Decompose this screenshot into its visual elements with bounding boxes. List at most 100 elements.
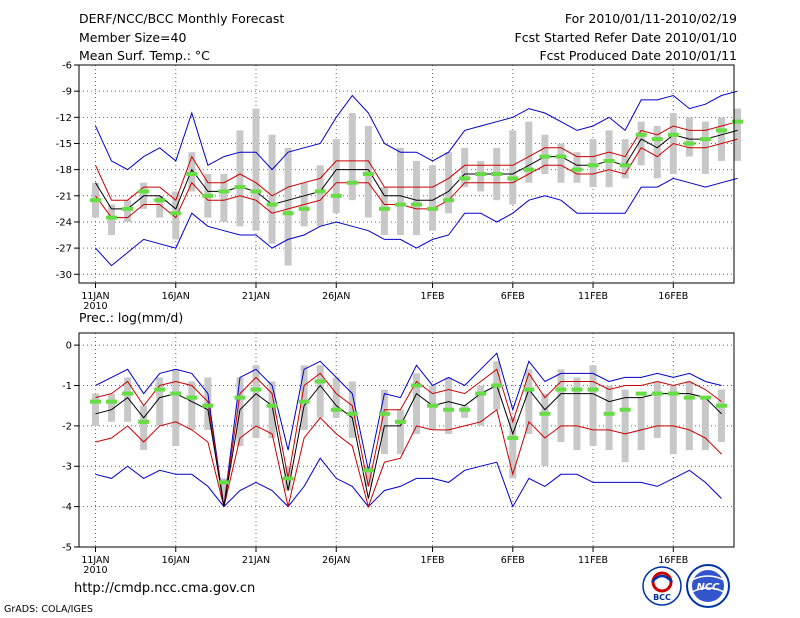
temp-y-tick-label: -12 [56, 113, 72, 124]
ncc-logo-text: NCC [696, 582, 720, 593]
temp-x-tick-label: 16FEB [658, 291, 688, 302]
temp-spread-box [380, 187, 388, 236]
temp-spread-box [621, 139, 629, 179]
prec-control-marker [362, 468, 374, 473]
prec-x-tick-label: 11JAN [81, 555, 109, 566]
temp-control-marker [411, 202, 422, 207]
bcc-logo-text: BCC [653, 593, 671, 602]
prec-control-marker [186, 395, 198, 400]
prec-control-marker [250, 387, 262, 392]
prec-spread-box [252, 365, 260, 438]
temp-spread-box [557, 143, 565, 183]
prec-spread-box [300, 365, 308, 430]
prec-panel-title: Prec.: log(mm/d) [79, 310, 183, 325]
temp-spread-box [172, 191, 180, 240]
precipitation-panel: Prec.: log(mm/d) 11JAN 16JAN 21JAN 26JAN 1FEB… [62, 310, 735, 576]
temp-x-tick-label: 11JAN [81, 291, 109, 302]
prec-control-marker [539, 411, 551, 416]
prec-x-tick-label: 1FEB [421, 555, 445, 566]
prec-spread-box [461, 405, 469, 418]
temperature-panel: 11JAN 16JAN 21JAN 26JAN 1FEB 6FEB 11FEB 16FEB 20… [56, 61, 743, 312]
temp-spread-box [348, 112, 356, 201]
temp-spread-box [252, 108, 260, 231]
temp-control-marker [170, 211, 182, 216]
temp-control-marker [378, 206, 390, 211]
prec-control-marker [619, 407, 631, 412]
prec-control-marker [427, 403, 439, 408]
prec-y-tick-label: -1 [62, 381, 72, 392]
prec-control-marker [635, 391, 647, 396]
prec-spread-box [316, 365, 324, 418]
temp-x-year-label: 2010 [83, 301, 107, 312]
prec-control-marker [475, 391, 487, 396]
temp-control-marker [539, 154, 551, 159]
source-url[interactable]: http://cmdp.ncc.cma.gov.cn [74, 581, 256, 596]
prec-spread-box [717, 389, 725, 443]
prec-spread-box [220, 478, 228, 499]
prec-control-marker [122, 391, 134, 396]
temp-upper-quartile-line [95, 121, 738, 202]
temp-control-marker [683, 141, 695, 146]
prec-control-marker [699, 395, 711, 400]
temp-mean-line [95, 129, 738, 210]
start-date: Fcst Started Refer Date 2010/01/10 [514, 30, 738, 45]
prec-x-tick-label: 26JAN [322, 555, 350, 566]
prec-x-tick-label: 21JAN [242, 555, 270, 566]
prec-control-marker [715, 403, 727, 408]
temp-control-marker [346, 180, 358, 185]
temp-x-tick-label: 16JAN [162, 291, 190, 302]
prec-control-marker [330, 407, 342, 412]
temp-control-marker [266, 202, 278, 207]
temp-control-marker [459, 176, 471, 181]
temp-y-tick-label: -27 [56, 244, 72, 255]
prec-control-marker [106, 399, 118, 404]
temp-control-marker [90, 198, 101, 203]
prec-control-marker [443, 407, 455, 412]
prec-control-marker [154, 387, 166, 392]
prec-spread-box [573, 377, 581, 451]
prec-control-marker [491, 383, 503, 388]
temp-spread-box [685, 117, 693, 157]
logos: BCC NCC [642, 564, 730, 608]
temp-control-marker [635, 132, 647, 137]
title-line3: Mean Surf. Temp.: °C [79, 48, 210, 63]
prec-spread-box [477, 385, 485, 426]
prec-control-marker [170, 391, 182, 396]
temp-spread-box [509, 130, 517, 205]
temp-spread-box [461, 147, 469, 188]
temp-spread-box [396, 147, 404, 236]
prec-spread-box [124, 377, 132, 422]
prec-control-marker [218, 480, 230, 485]
prec-upper-quartile-line [95, 368, 722, 507]
prec-control-marker [571, 387, 583, 392]
prec-plot-frame [78, 332, 735, 548]
temp-control-marker [699, 137, 711, 142]
temp-control-marker [234, 185, 246, 190]
temp-spread-box [332, 139, 340, 214]
temp-spread-box [734, 108, 741, 161]
temp-spread-box [541, 134, 549, 174]
prec-control-marker [298, 399, 310, 404]
temp-spread-box [124, 200, 132, 222]
temp-control-marker [555, 154, 567, 159]
temp-spread-box [605, 130, 613, 188]
title-line2: Member Size=40 [79, 30, 187, 45]
prec-control-marker [507, 435, 519, 440]
title-line1: DERF/NCC/BCC Monthly Forecast [79, 11, 285, 26]
temp-control-marker [651, 137, 663, 142]
prec-x-tick-label: 6FEB [501, 555, 525, 566]
prec-spread-box [172, 369, 180, 447]
temp-control-marker [507, 176, 519, 181]
temp-y-tick-label: -18 [56, 165, 72, 176]
prec-spread-box [637, 397, 645, 451]
prec-spread-box [541, 393, 549, 467]
prec-x-tick-label: 16FEB [658, 555, 688, 566]
prec-control-marker [138, 419, 150, 424]
temp-control-marker [619, 163, 631, 168]
temp-spread-box [236, 130, 244, 227]
ncc-logo: NCC [686, 564, 730, 608]
prec-x-tick-label: 11FEB [578, 555, 608, 566]
temp-control-marker [571, 167, 583, 172]
prec-control-marker [202, 403, 214, 408]
